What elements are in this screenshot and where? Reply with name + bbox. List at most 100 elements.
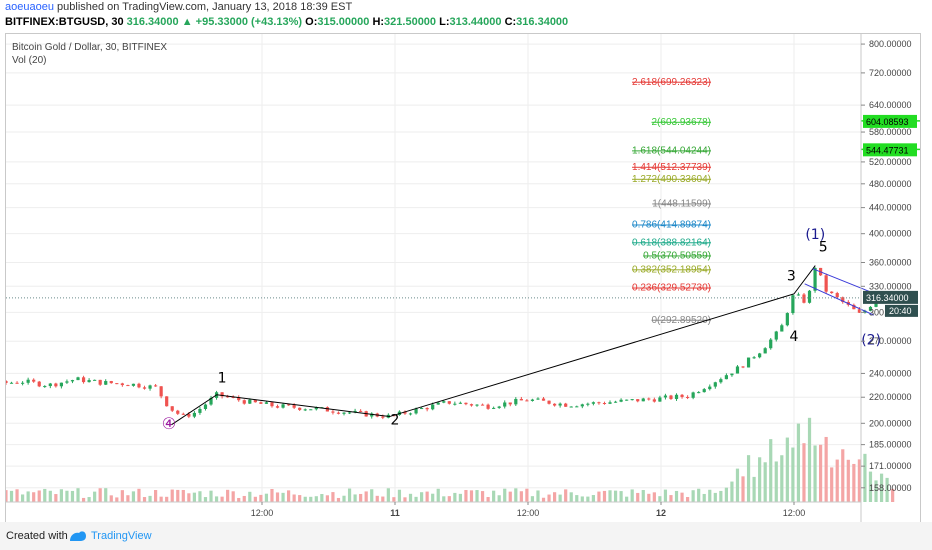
candle-body <box>248 399 252 404</box>
candle-body <box>719 379 723 383</box>
fib-level-label: 1.272(490.33604) <box>632 174 711 185</box>
candle-body <box>780 325 784 332</box>
candle-body <box>253 399 257 403</box>
candle-body <box>336 412 341 414</box>
up-arrow-icon: ▲ <box>181 16 193 28</box>
volume-bar <box>264 493 269 502</box>
candle-body <box>109 381 113 384</box>
candle-body <box>408 413 413 415</box>
x-axis: 12:001112:001212:001312:001412:001512:00… <box>6 501 861 518</box>
volume-bar <box>447 496 451 502</box>
volume-bar <box>586 496 590 502</box>
candle-body <box>281 404 285 408</box>
volume-bar <box>674 490 679 502</box>
candle-body <box>569 406 573 408</box>
candle-body <box>785 313 789 326</box>
volume-bar <box>165 496 169 502</box>
candle-body <box>746 357 751 368</box>
y-tick-label: 640.00000 <box>869 100 912 110</box>
volume-bar <box>431 493 435 502</box>
volume-bar <box>519 491 523 502</box>
candle-body <box>480 404 485 406</box>
y-tick-label: 360.00000 <box>869 258 912 268</box>
candle-body <box>591 402 595 404</box>
volume-bar <box>569 492 573 502</box>
candle-body <box>37 381 41 387</box>
horizontal-line-badge <box>863 143 917 157</box>
tradingview-link[interactable]: TradingView <box>91 530 152 542</box>
candle-body <box>104 381 108 385</box>
volume-bar <box>6 490 8 502</box>
volume-bar <box>497 495 501 502</box>
candle-body <box>292 405 296 408</box>
volume-bar <box>846 459 850 502</box>
volume-bar <box>259 494 263 502</box>
volume-bar <box>453 492 457 502</box>
volume-bar <box>364 491 368 502</box>
y-tick-label: 185.00000 <box>869 440 912 450</box>
candle-body <box>669 395 673 400</box>
candle-body <box>752 357 756 359</box>
candle-body <box>298 407 302 410</box>
volume-bar <box>320 494 324 502</box>
candle-body <box>154 385 158 387</box>
candle-body <box>619 399 623 402</box>
candle-body <box>508 402 512 405</box>
volume-bar <box>852 463 856 502</box>
candle-body <box>15 382 19 384</box>
fib-level-label: 0.5(370.50559) <box>643 251 711 262</box>
volume-bar <box>408 493 413 502</box>
candle-body <box>758 353 762 358</box>
volume-bar <box>691 490 695 502</box>
volume-bar <box>209 490 213 502</box>
volume-bar <box>824 436 828 502</box>
candle-body <box>98 379 102 385</box>
candle-body <box>436 402 440 405</box>
volume-bar <box>359 493 363 502</box>
volume-bar <box>104 488 108 502</box>
candle-body <box>735 366 740 374</box>
candle-body <box>625 399 629 401</box>
author-link[interactable]: aoeuaoeu <box>5 1 54 13</box>
tradingview-logo-icon <box>70 531 86 541</box>
candle-body <box>137 383 141 388</box>
volume-bar <box>187 493 191 502</box>
candle-body <box>547 400 551 404</box>
x-tick-label: 12:00 <box>783 508 806 518</box>
candle-body <box>381 416 385 418</box>
fib-level-label: 1(448.11599) <box>652 199 711 210</box>
volume-bar <box>120 490 124 502</box>
candle-body <box>802 294 806 303</box>
volume-bar <box>420 492 424 502</box>
close-label: C: <box>504 16 517 28</box>
candle-body <box>176 410 180 414</box>
low-value: 313.44000 <box>449 16 502 28</box>
volume-bar <box>741 476 745 502</box>
candle-body <box>420 408 424 410</box>
chart-panel[interactable]: Bitcoin Gold / Dollar, 30, BITFINEX Vol (… <box>5 33 921 523</box>
candle-body <box>370 413 374 417</box>
wave-label: 1 <box>218 371 227 387</box>
volume-bar <box>115 497 119 502</box>
candle-body <box>553 403 557 406</box>
volume-bar <box>541 497 546 502</box>
volume-bar <box>43 488 47 502</box>
candle-body <box>708 386 712 390</box>
price-chart[interactable]: Bitcoin Gold / Dollar, 30, BITFINEX Vol (… <box>6 34 920 522</box>
candle-body <box>220 392 224 397</box>
x-tick-label: 12:00 <box>251 508 274 518</box>
candle-body <box>203 404 208 409</box>
volume-bar <box>370 489 374 502</box>
volume-bar <box>663 489 668 502</box>
candle-body <box>447 401 451 404</box>
candle-body <box>530 399 535 401</box>
publish-info: aoeuaoeu published on TradingView.com, J… <box>5 1 352 13</box>
volume-bar <box>763 462 767 502</box>
volume-bar <box>414 496 418 502</box>
candle-body <box>54 383 58 387</box>
candle-body <box>702 389 706 393</box>
created-with-text: Created with <box>6 530 68 542</box>
countdown-badge <box>885 304 918 317</box>
candle-body <box>741 366 745 368</box>
volume-bar <box>796 423 801 502</box>
